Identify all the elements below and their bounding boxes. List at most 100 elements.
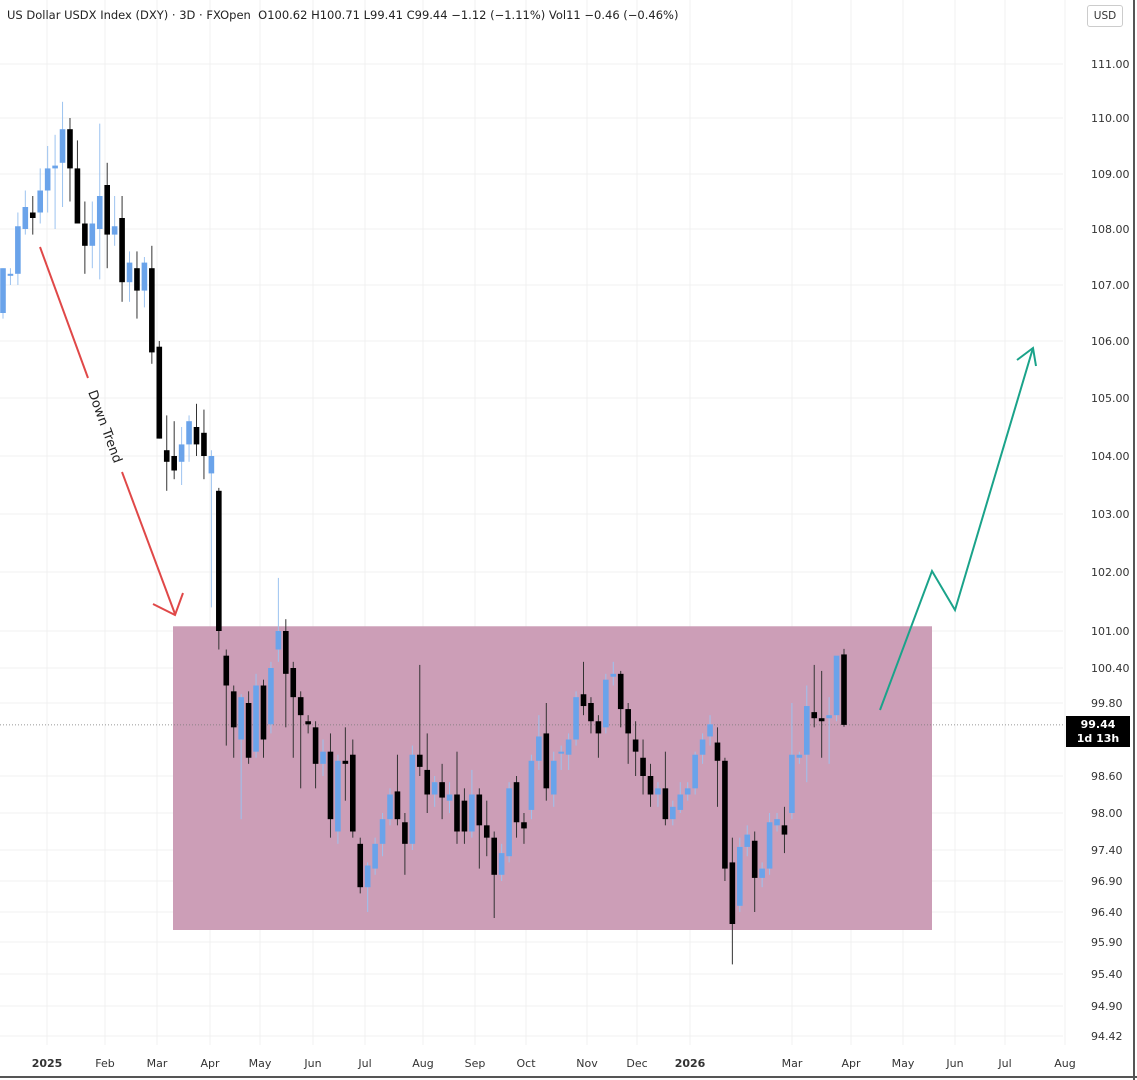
candle-body bbox=[498, 853, 505, 875]
candle bbox=[335, 754, 341, 844]
candle-body bbox=[260, 685, 267, 740]
candle-body bbox=[588, 703, 594, 722]
candle bbox=[37, 168, 44, 224]
candle-body bbox=[275, 631, 282, 650]
candle bbox=[714, 727, 721, 807]
candle-body bbox=[565, 739, 572, 755]
candles bbox=[0, 101, 847, 965]
candle-body bbox=[111, 226, 118, 235]
candle-body bbox=[476, 794, 483, 826]
price-tick-label: 95.40 bbox=[1091, 968, 1123, 981]
candle bbox=[82, 201, 88, 274]
candle bbox=[394, 754, 401, 826]
price-tick-label: 98.60 bbox=[1091, 770, 1123, 783]
candle bbox=[0, 268, 6, 319]
time-tick-label: Jul bbox=[357, 1057, 371, 1070]
candle bbox=[617, 670, 624, 728]
candle-body bbox=[297, 697, 304, 716]
candle-body bbox=[409, 754, 416, 844]
candle-body bbox=[193, 427, 200, 445]
candle-body bbox=[439, 782, 445, 798]
candle bbox=[342, 727, 349, 801]
candle-body bbox=[766, 822, 773, 869]
candle-body bbox=[640, 757, 646, 776]
price-tick-label: 94.90 bbox=[1091, 1000, 1123, 1013]
price-tick-label: 96.40 bbox=[1091, 906, 1123, 919]
candle bbox=[766, 813, 773, 875]
candle-body bbox=[826, 715, 832, 719]
candle-body bbox=[364, 865, 371, 888]
candle-body bbox=[692, 754, 698, 789]
candle-body bbox=[372, 843, 378, 869]
candle bbox=[580, 661, 587, 716]
candle bbox=[178, 427, 185, 485]
candle-body bbox=[37, 190, 44, 213]
candle-body bbox=[580, 694, 587, 707]
time-tick-label: Aug bbox=[1054, 1057, 1075, 1070]
price-tick-label: 99.80 bbox=[1091, 697, 1123, 710]
time-tick-label: Mar bbox=[147, 1057, 168, 1070]
candle bbox=[379, 813, 386, 857]
symbol-title[interactable]: US Dollar USDX Index (DXY) · 3D · FXOpen bbox=[7, 8, 251, 22]
price-axis[interactable]: 111.00 110.00 109.00 108.00 107.00 106.00 105.… bbox=[1091, 58, 1130, 1043]
candle-body bbox=[44, 168, 51, 191]
candle bbox=[216, 487, 222, 650]
candle bbox=[149, 245, 155, 364]
candle bbox=[833, 655, 840, 722]
candle bbox=[67, 118, 73, 202]
time-tick-label: Oct bbox=[516, 1057, 536, 1070]
time-tick-label: Apr bbox=[841, 1057, 861, 1070]
time-tick-label: Dec bbox=[626, 1057, 647, 1070]
candle-body bbox=[163, 450, 170, 462]
candle bbox=[744, 825, 751, 857]
candle-body bbox=[416, 754, 423, 767]
time-tick-label: Feb bbox=[95, 1057, 114, 1070]
candle-body bbox=[483, 825, 490, 838]
candle-body bbox=[684, 788, 691, 795]
candle-body bbox=[469, 794, 475, 832]
bar-countdown: 1d 13h bbox=[1076, 732, 1120, 745]
candle-body bbox=[29, 212, 36, 218]
candle-body bbox=[320, 751, 326, 764]
candle-body bbox=[67, 129, 73, 169]
candle bbox=[729, 837, 736, 965]
candle-body bbox=[357, 843, 364, 888]
candle-body bbox=[506, 788, 512, 857]
price-tick-label: 110.00 bbox=[1091, 112, 1130, 125]
candle bbox=[588, 697, 594, 734]
candle bbox=[543, 703, 550, 801]
price-tick-label: 108.00 bbox=[1091, 223, 1130, 236]
candle bbox=[290, 661, 297, 758]
candle-body bbox=[424, 769, 431, 795]
candle-body bbox=[774, 819, 780, 826]
price-tick-label: 101.00 bbox=[1091, 625, 1130, 638]
candle-body bbox=[632, 739, 639, 752]
price-tick-label: 107.00 bbox=[1091, 279, 1130, 292]
candle bbox=[111, 196, 118, 246]
candle-body bbox=[230, 691, 237, 728]
candle bbox=[491, 831, 498, 918]
candle-body bbox=[245, 703, 252, 758]
last-price: 99.44 bbox=[1080, 718, 1116, 731]
candle bbox=[171, 421, 177, 480]
time-axis[interactable]: 2025 Feb Mar Apr May Jun Jul Aug Sep Oct Nov Dec 202… bbox=[32, 1057, 1076, 1070]
price-tick-label: 103.00 bbox=[1091, 508, 1130, 521]
candle-body bbox=[803, 706, 810, 755]
candle-body bbox=[744, 834, 751, 847]
time-tick-label: Jul bbox=[997, 1057, 1011, 1070]
candle-body bbox=[268, 668, 274, 725]
candle-body bbox=[312, 727, 319, 764]
candle bbox=[550, 751, 557, 807]
currency-button[interactable]: USD bbox=[1087, 5, 1123, 27]
candle bbox=[260, 679, 267, 758]
candle-body bbox=[186, 421, 192, 445]
candle bbox=[595, 715, 602, 758]
candle-body bbox=[491, 837, 498, 875]
candle-body bbox=[74, 168, 81, 224]
candle bbox=[647, 763, 654, 807]
candle bbox=[506, 782, 512, 863]
candle bbox=[364, 862, 371, 912]
candle-body bbox=[379, 819, 386, 844]
candle bbox=[59, 101, 66, 207]
